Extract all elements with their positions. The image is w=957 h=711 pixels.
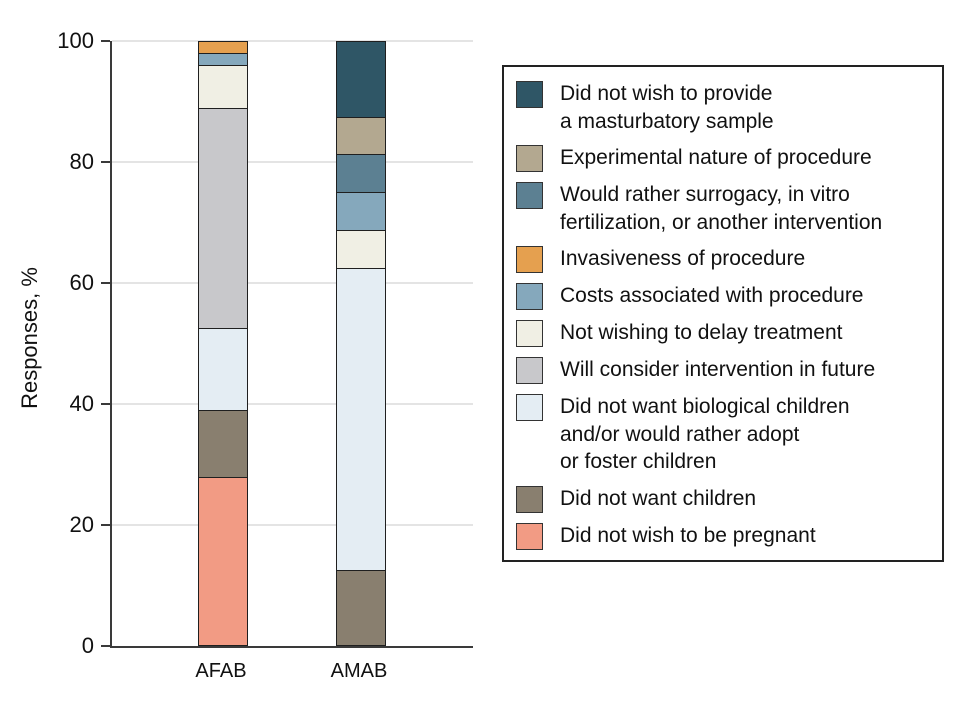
bar-afab <box>198 41 248 646</box>
y-axis-tick <box>101 282 110 284</box>
y-tick-label: 100 <box>57 28 94 53</box>
gridline <box>112 40 473 42</box>
bar-segment <box>336 116 386 155</box>
legend-item: Did not wish to provide a masturbatory s… <box>516 80 930 135</box>
bar-segment <box>198 107 248 329</box>
legend-label: Did not wish to provide a masturbatory s… <box>560 82 774 133</box>
bar-segment <box>198 410 248 477</box>
legend-item: Did not want children <box>516 485 930 513</box>
legend-swatch <box>516 283 543 310</box>
legend-label: Costs associated with procedure <box>560 284 864 307</box>
y-tick-label: 20 <box>69 512 94 537</box>
legend-label: Experimental nature of procedure <box>560 146 872 169</box>
legend-item: Did not want biological children and/or … <box>516 393 930 476</box>
bar-segment <box>336 41 386 117</box>
legend: Did not wish to provide a masturbatory s… <box>502 65 944 562</box>
y-axis-tick <box>101 40 110 42</box>
y-tick-label: 40 <box>69 391 94 416</box>
y-tick-label: 80 <box>69 149 94 174</box>
bar-segment <box>198 65 248 108</box>
legend-label: Would rather surrogacy, in vitro fertili… <box>560 183 883 234</box>
legend-label: Did not want biological children and/or … <box>560 395 850 473</box>
legend-swatch <box>516 145 543 172</box>
x-category-label: AMAB <box>330 660 388 682</box>
y-tick-label: 0 <box>81 633 94 658</box>
legend-swatch <box>516 182 543 209</box>
bar-segment <box>336 154 386 193</box>
legend-label: Not wishing to delay treatment <box>560 321 843 344</box>
legend-item: Invasiveness of procedure <box>516 245 930 273</box>
plot-area <box>101 40 473 648</box>
bar-segment <box>336 192 386 231</box>
legend-item: Did not wish to be pregnant <box>516 522 930 550</box>
legend-label: Did not want children <box>560 486 757 510</box>
y-axis-tick <box>101 161 110 163</box>
legend-swatch <box>516 320 543 347</box>
legend-swatch <box>516 485 543 513</box>
bar-segment <box>198 53 248 66</box>
y-axis-tick <box>101 403 110 405</box>
gridline <box>112 282 473 284</box>
bar-segment <box>336 570 386 646</box>
y-axis-tick <box>101 524 110 526</box>
legend-swatch <box>516 357 543 384</box>
bar-segment <box>336 230 386 268</box>
gridline <box>112 161 473 163</box>
bar-amab <box>336 41 386 646</box>
gridline <box>112 524 473 526</box>
gridline <box>112 403 473 405</box>
legend-item: Would rather surrogacy, in vitro fertili… <box>516 181 930 236</box>
bar-segment <box>198 476 248 646</box>
legend-label: Invasiveness of procedure <box>560 247 806 270</box>
legend-item: Will consider intervention in future <box>516 356 930 384</box>
x-category-label: AFAB <box>195 660 247 682</box>
legend-item: Not wishing to delay treatment <box>516 319 930 347</box>
legend-swatch <box>516 394 543 421</box>
legend-label: Will consider intervention in future <box>560 358 876 381</box>
legend-item: Experimental nature of procedure <box>516 144 930 172</box>
bar-segment <box>336 267 386 571</box>
legend-item: Costs associated with procedure <box>516 282 930 310</box>
legend-swatch <box>516 522 543 550</box>
y-axis-tick <box>101 645 110 647</box>
bar-segment <box>198 41 248 54</box>
y-tick-label: 60 <box>69 270 94 295</box>
bar-segment <box>198 328 248 411</box>
legend-label: Did not wish to be pregnant <box>560 523 816 547</box>
legend-swatch <box>516 246 543 273</box>
legend-swatch <box>516 81 543 108</box>
